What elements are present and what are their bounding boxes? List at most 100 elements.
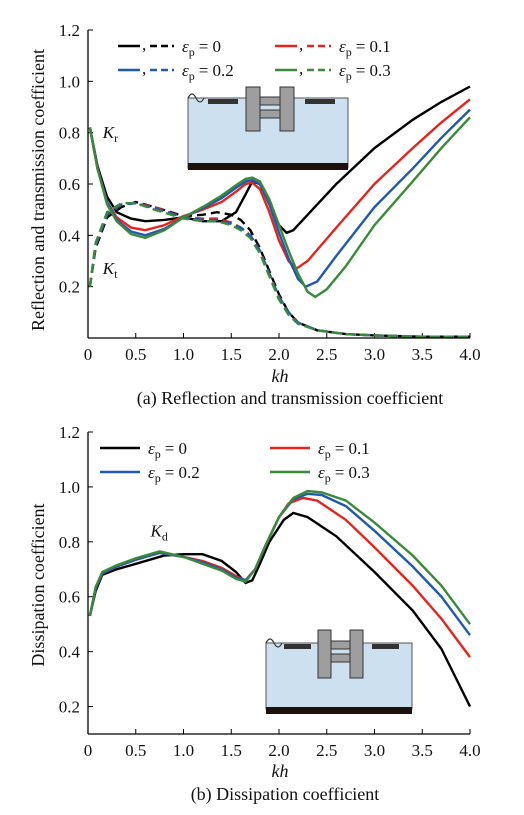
legend-value: = 0.1 (356, 37, 391, 56)
annotation-subscript: d (162, 529, 168, 543)
x-tick-label: 1.0 (173, 741, 194, 760)
legend-item: εp = 0.3 (270, 463, 370, 485)
top-connector (259, 96, 281, 106)
panel-b-schematic (265, 629, 413, 714)
left-plate (284, 644, 311, 649)
y-tick-label: 1.2 (59, 21, 80, 40)
panel-b-x-axis-label: kh (272, 761, 289, 781)
x-tick-label: 2.5 (316, 345, 337, 364)
legend-label: εp = 0.2 (182, 61, 234, 83)
legend-subscript: p (189, 69, 195, 83)
panel-b-ticks: 0 0.5 1.0 1.5 2.0 2.5 3.0 3.5 4.0 0.2 0.4 0.6 0.8 1.0… (59, 423, 481, 760)
y-tick-label: 0.2 (59, 278, 80, 297)
series-line-transmission (88, 201, 470, 338)
series-line-reflection (88, 85, 471, 235)
panel-a-caption: (a) Reflection and transmission coeffici… (137, 388, 444, 409)
wave-icon (187, 93, 205, 103)
right-pontoon (349, 629, 364, 679)
legend-subscript: p (155, 447, 161, 461)
annotation-symbol: K (102, 259, 116, 278)
seabed (266, 707, 412, 714)
y-tick-label: 0.4 (59, 643, 81, 662)
series-line (88, 511, 472, 708)
legend-epsilon: ε (182, 61, 189, 80)
legend-subscript: p (155, 471, 161, 485)
x-tick-label: 0 (84, 345, 93, 364)
legend-label: εp = 0 (182, 37, 221, 59)
panel-a-frame (87, 30, 470, 339)
left-pontoon (317, 629, 332, 679)
legend-item: εp = 0 (100, 439, 187, 461)
legend-value: = 0.3 (356, 61, 391, 80)
y-tick-label: 0.2 (59, 698, 80, 717)
panel-b-frame (87, 432, 470, 735)
series-line-transmission (88, 201, 470, 338)
x-tick-label: 4.0 (459, 345, 480, 364)
legend-separator: , (299, 35, 303, 54)
x-tick-label: 3.0 (364, 741, 385, 760)
legend-label: εp = 0.2 (148, 463, 200, 485)
annotation-subscript: t (114, 267, 118, 281)
x-tick-label: 3.0 (364, 345, 385, 364)
panel-b-annotations: Kd (150, 521, 168, 543)
annotation-symbol: K (102, 123, 116, 142)
y-tick-label: 0.8 (59, 533, 80, 552)
legend-value: = 0.2 (165, 463, 200, 482)
annotation-subscript: r (114, 131, 118, 145)
legend-separator: , (142, 35, 146, 54)
x-tick-label: 2.0 (268, 345, 289, 364)
annotation-kr: Kr (102, 123, 118, 145)
wave-icon (265, 638, 283, 648)
x-tick-label: 0 (84, 741, 93, 760)
panel-b-legend: εp = 0 εp = 0.1εp = 0.2 εp = 0.3 (100, 439, 370, 485)
annotation-symbol: K (150, 521, 164, 540)
legend-value: = 0 (199, 37, 221, 56)
legend-item: , εp = 0 (118, 35, 221, 59)
panel-a-curves (88, 85, 471, 338)
panel-a-x-axis-label: kh (272, 366, 289, 386)
series-line-reflection (88, 108, 471, 289)
series-line (88, 489, 471, 625)
legend-label: εp = 0.1 (339, 37, 391, 59)
y-tick-label: 1.0 (59, 72, 80, 91)
water-body (265, 642, 413, 710)
legend-separator: , (142, 59, 146, 78)
y-tick-label: 0.6 (59, 175, 80, 194)
legend-epsilon: ε (148, 439, 155, 458)
x-tick-label: 0.5 (125, 741, 146, 760)
series-line-transmission (88, 202, 470, 338)
y-tick-label: 0.6 (59, 588, 80, 607)
legend-item: , εp = 0.3 (275, 59, 391, 83)
legend-label: εp = 0.1 (318, 439, 370, 461)
x-tick-label: 1.5 (221, 345, 242, 364)
legend-subscript: p (325, 447, 331, 461)
seabed (188, 163, 348, 170)
y-tick-label: 0.8 (59, 124, 80, 143)
legend-epsilon: ε (318, 463, 325, 482)
left-pontoon (245, 86, 261, 132)
bottom-connector (259, 109, 281, 119)
x-tick-label: 4.0 (459, 741, 480, 760)
x-tick-label: 2.5 (316, 741, 337, 760)
legend-item: , εp = 0.2 (118, 59, 234, 83)
x-tick-label: 1.0 (173, 345, 194, 364)
legend-subscript: p (189, 45, 195, 59)
annotation-kt: Kt (102, 259, 118, 281)
legend-label: εp = 0 (148, 439, 187, 461)
series-line (88, 496, 471, 658)
legend-value: = 0.2 (199, 61, 234, 80)
legend-epsilon: ε (339, 61, 346, 80)
panel-b-caption: (b) Dissipation coefficient (191, 784, 380, 805)
panel-a-y-axis-label: Reflection and transmission coefficient (28, 49, 48, 331)
legend-value: = 0.3 (335, 463, 370, 482)
right-plate (372, 644, 399, 649)
x-tick-label: 3.5 (412, 741, 433, 760)
x-tick-label: 2.0 (268, 741, 289, 760)
legend-item: , εp = 0.1 (275, 35, 391, 59)
y-tick-label: 1.2 (59, 423, 80, 442)
legend-epsilon: ε (182, 37, 189, 56)
panel-b: Dissipation coefficient 0 0.5 1.0 1.5 2.0 2.5… (28, 423, 481, 805)
top-connector (330, 640, 351, 650)
legend-epsilon: ε (148, 463, 155, 482)
